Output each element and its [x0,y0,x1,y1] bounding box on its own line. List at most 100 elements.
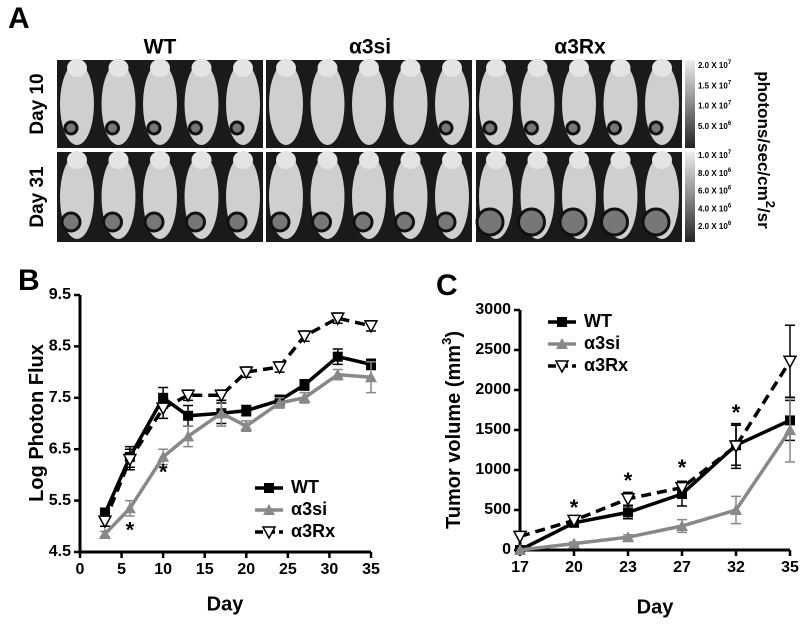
mouse-head [67,151,87,169]
unit-sup: 2 [763,201,778,208]
marker [363,320,379,334]
annotation: * [624,468,633,493]
y-axis-label: Log Photon Flux [26,344,48,502]
scale-exp: 6 [728,221,732,227]
mouse-head [610,151,631,169]
marker [782,355,798,369]
marker [784,424,796,435]
scale-text: 6.0 X 10 [698,187,728,196]
signal [600,207,629,237]
signal [269,211,291,233]
marker [620,493,636,507]
marker [512,530,528,544]
signal [524,120,539,136]
y-axis-label: Tumor volume (mm3) [439,331,465,529]
scale-text: 1.0 X 10 [698,102,728,111]
marker [182,430,195,442]
y-tick-label: 500 [484,501,511,518]
signal [226,211,248,233]
annotation: * [570,495,579,520]
x-tick-label: 20 [237,561,255,578]
signal [438,120,454,136]
marker [365,371,377,383]
y-tick-label: 2500 [475,341,511,358]
marker [264,483,274,493]
legend-label: WT [584,311,612,331]
signal [311,211,332,233]
marker [556,338,568,349]
y-tick-label: 4.5 [49,543,71,560]
x-axis-label: Day [207,593,245,615]
mouse-head [442,59,462,77]
mouse-head [569,151,589,169]
panel-label: C [436,269,458,302]
series-line [519,418,791,552]
series-line [103,316,372,522]
mouse-head [191,151,212,169]
marker [99,508,110,519]
scale-exp: 7 [728,80,732,86]
annotation: * [678,455,687,480]
x-axis-label: Day [637,596,675,618]
signal [648,120,664,136]
y-tick-label: 8.5 [49,338,71,355]
annotation: * [732,400,741,425]
legend-label: α3Rx [291,521,335,541]
mouse-head [442,151,462,169]
mouse-head [233,59,253,77]
mouse-head [150,151,170,169]
signal [641,207,671,237]
marker [240,420,253,432]
marker [123,502,136,514]
series-line [103,372,372,536]
signal [517,207,546,237]
marker [183,410,194,421]
marker [215,407,228,419]
marker [331,368,344,380]
scale-text: 4.0 X 10 [698,204,728,213]
y-tick-label: 1500 [475,421,511,438]
marker [299,379,310,390]
marker [297,330,312,344]
x-tick-label: 17 [511,559,529,576]
y-tick-label: 5.5 [49,492,71,509]
y-tick-label: 7.5 [49,389,71,406]
y-tick-label: 0 [502,541,511,558]
scale-exp: 7 [728,60,732,66]
marker [180,389,196,403]
signal [352,211,374,233]
scale-label: 6.0 X 106 [698,185,732,196]
legend-label: α3si [291,499,327,519]
signal [435,211,457,233]
signal [63,120,79,136]
legend-label: α3si [584,333,620,353]
group-label: WT [144,36,177,59]
signal [185,211,206,233]
color-scale [685,60,695,148]
mouse-head [276,151,296,169]
mouse-head [652,151,672,169]
scale-exp: 7 [728,100,732,106]
scale-text: 2.0 X 10 [698,61,728,70]
y-tick-label: 2000 [475,381,511,398]
mouse-head [67,59,87,77]
mouse-head [191,59,212,77]
scale-text: 8.0 X 10 [698,169,728,178]
scale-label: 8.0 X 106 [698,167,732,178]
legend-label: α3Rx [584,355,628,375]
scale-label: 5.0 X 106 [698,121,732,132]
panel-label: B [18,264,40,297]
marker [730,504,742,515]
color-scale [685,152,695,242]
signal [146,120,162,136]
row-label: Day 10 [27,73,48,134]
x-tick-label: 25 [279,561,297,578]
scale-text: 5.0 X 10 [698,122,728,131]
scale-exp: 6 [728,203,732,209]
scale-label: 2.0 X 107 [698,60,732,71]
y-tick-label: 3000 [475,301,511,318]
marker [273,396,286,408]
signal [607,120,622,136]
marker [566,514,582,528]
